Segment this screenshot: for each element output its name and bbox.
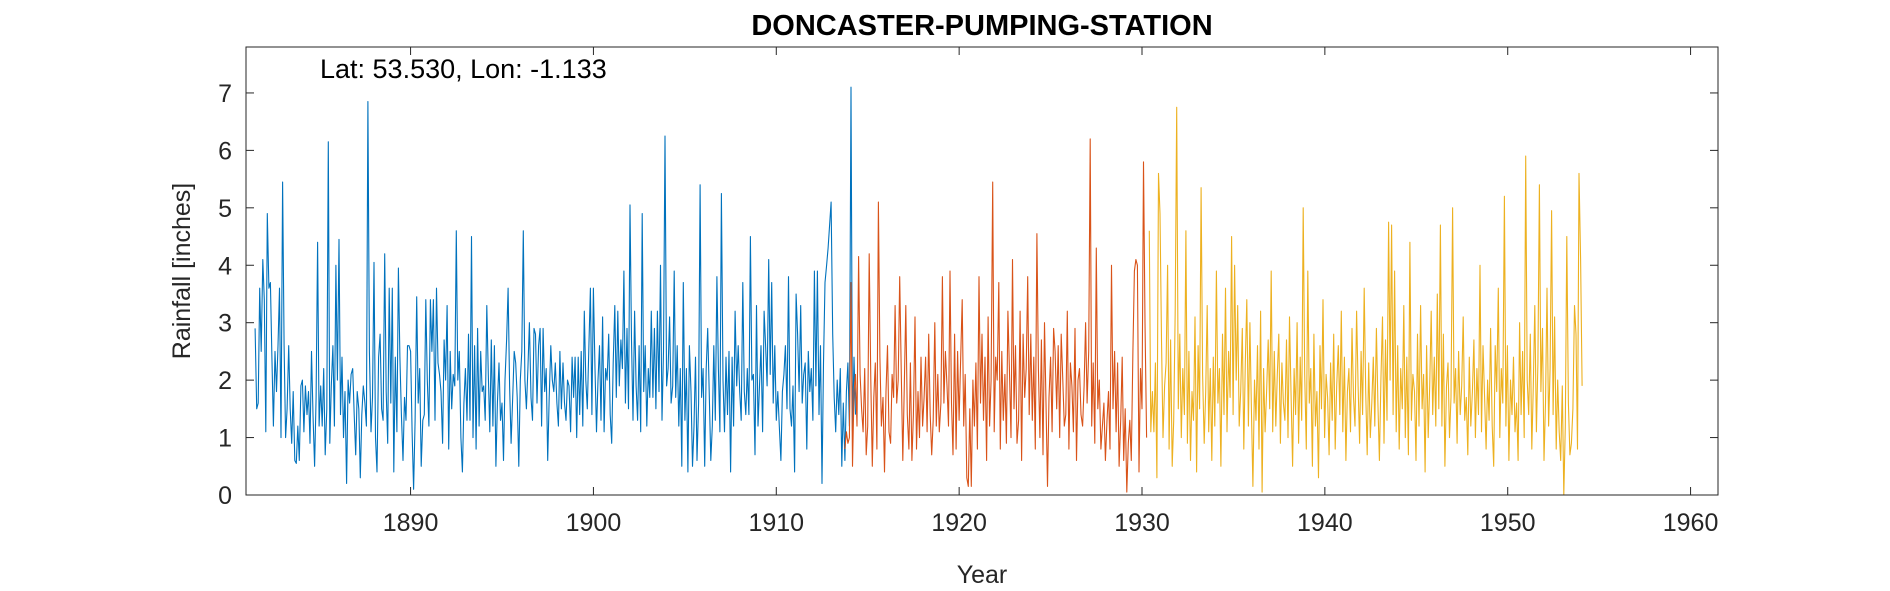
x-tick-label: 1910 [748, 509, 804, 537]
x-axis-label: Year [957, 561, 1008, 589]
y-tick-label: 7 [218, 80, 232, 108]
series-line-3 [1148, 106, 1583, 496]
x-tick-label: 1890 [383, 509, 439, 537]
y-tick-label: 4 [218, 252, 232, 280]
x-tick-label: 1950 [1480, 509, 1536, 537]
axes-box [245, 46, 1719, 496]
x-tick-label: 1920 [931, 509, 987, 537]
y-tick-label: 3 [218, 310, 232, 338]
y-axis-label: Rainfall [inches] [168, 183, 196, 359]
y-tick-label: 5 [218, 195, 232, 223]
series-line-2 [844, 138, 1148, 493]
chart-title: DONCASTER-PUMPING-STATION [751, 10, 1212, 42]
y-tick-label: 1 [218, 425, 232, 453]
x-tick-label: 1940 [1297, 509, 1353, 537]
y-tick-label: 2 [218, 367, 232, 395]
x-tick-label: 1960 [1663, 509, 1719, 537]
coordinates-annotation: Lat: 53.530, Lon: -1.133 [320, 54, 607, 84]
y-tick-label: 0 [218, 482, 232, 510]
series-layer [254, 86, 1583, 496]
y-tick-label: 6 [218, 137, 232, 165]
plot-area [246, 47, 1718, 495]
tick-layer: 1890 1900 1910 1920 1930 1940 1950 1960 0 1 2 3 4 5 6 7 [218, 47, 1718, 537]
series-line-1 [254, 86, 857, 490]
x-tick-label: 1930 [1114, 509, 1170, 537]
x-tick-label: 1900 [566, 509, 622, 537]
